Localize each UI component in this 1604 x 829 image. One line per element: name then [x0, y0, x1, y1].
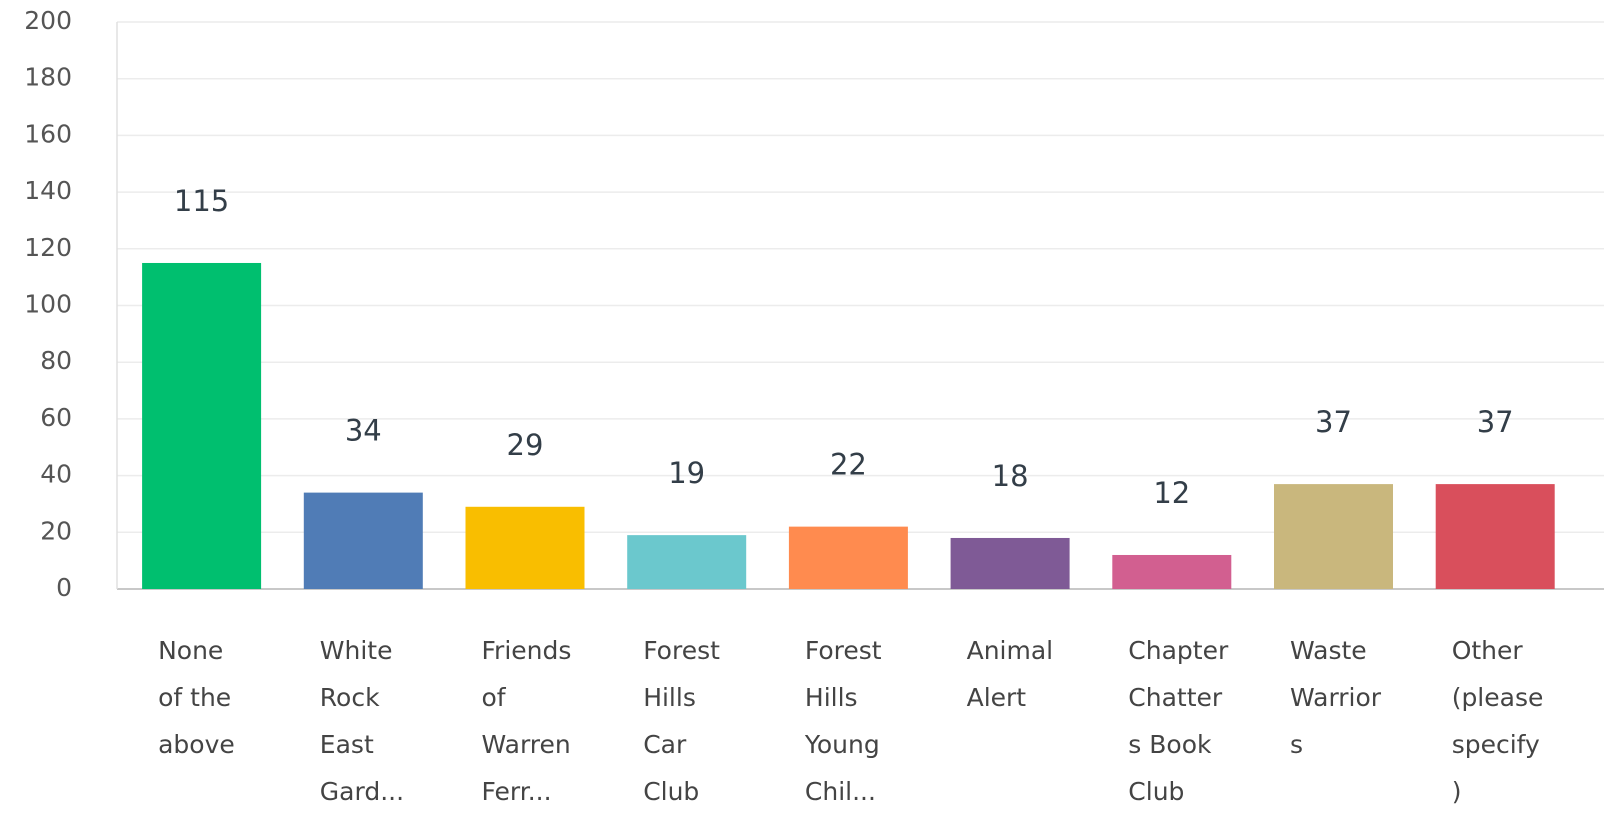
x-tick-label: above — [158, 730, 235, 759]
x-tick-label: Young — [804, 730, 880, 759]
value-label: 19 — [668, 456, 705, 490]
x-tick-label: Alert — [967, 683, 1027, 712]
y-tick-label: 140 — [24, 176, 72, 205]
bar — [627, 535, 747, 589]
x-tick-label: Friends — [482, 636, 572, 665]
x-tick-label: Forest — [643, 636, 720, 665]
x-tick-label: s — [1290, 730, 1303, 759]
value-label: 37 — [1315, 405, 1352, 439]
value-label: 34 — [345, 414, 382, 448]
value-label: 12 — [1153, 476, 1190, 510]
y-tick-label: 0 — [56, 573, 72, 602]
x-tick-label: Car — [643, 730, 687, 759]
value-label: 29 — [507, 428, 544, 462]
x-tick-label: Warren — [482, 730, 571, 759]
x-tick-label: Chil... — [805, 777, 876, 806]
y-tick-label: 80 — [40, 346, 72, 375]
y-tick-label: 200 — [24, 6, 72, 35]
bar — [142, 262, 262, 589]
x-tick-label: Chapter — [1128, 636, 1229, 665]
x-tick-label: None — [158, 636, 223, 665]
bar — [788, 526, 908, 589]
y-tick-label: 120 — [24, 233, 72, 262]
bar — [465, 506, 585, 589]
x-tick-label: Club — [643, 777, 699, 806]
x-tick-label: White — [320, 636, 393, 665]
x-tick-label: s Book — [1128, 730, 1212, 759]
y-tick-label: 180 — [24, 63, 72, 92]
x-tick-label: Waste — [1290, 636, 1367, 665]
x-tick-label: Forest — [805, 636, 882, 665]
y-tick-label: 60 — [40, 403, 72, 432]
x-tick-label: Animal — [967, 636, 1054, 665]
x-tick-label: Hills — [643, 683, 696, 712]
x-tick-label: Hills — [805, 683, 858, 712]
value-label: 22 — [830, 448, 867, 482]
x-tick-label: East — [320, 730, 374, 759]
bar — [950, 537, 1070, 589]
x-tick-label: specify — [1452, 730, 1540, 759]
value-label: 37 — [1477, 405, 1514, 439]
value-label: 18 — [992, 459, 1029, 493]
x-tick-label: Club — [1128, 777, 1184, 806]
x-tick-label: Warrior — [1290, 683, 1382, 712]
x-tick-label: ) — [1452, 777, 1462, 806]
x-tick-label: Other — [1452, 636, 1524, 665]
y-tick-label: 40 — [40, 460, 72, 489]
y-tick-label: 20 — [40, 516, 72, 545]
x-tick-label: of the — [158, 683, 231, 712]
x-tick-label: Ferr... — [482, 777, 552, 806]
x-tick-label: Rock — [320, 683, 380, 712]
x-tick-label: Chatter — [1128, 683, 1223, 712]
x-tick-label: Gard... — [320, 777, 404, 806]
bar — [1435, 484, 1555, 589]
value-label: 115 — [174, 184, 229, 218]
x-tick-label: of — [482, 683, 507, 712]
bar — [1274, 484, 1393, 589]
x-tick-label: (please — [1452, 683, 1544, 712]
bar — [303, 492, 423, 589]
y-tick-label: 100 — [24, 290, 72, 319]
bar — [1112, 554, 1232, 589]
y-tick-label: 160 — [24, 119, 72, 148]
